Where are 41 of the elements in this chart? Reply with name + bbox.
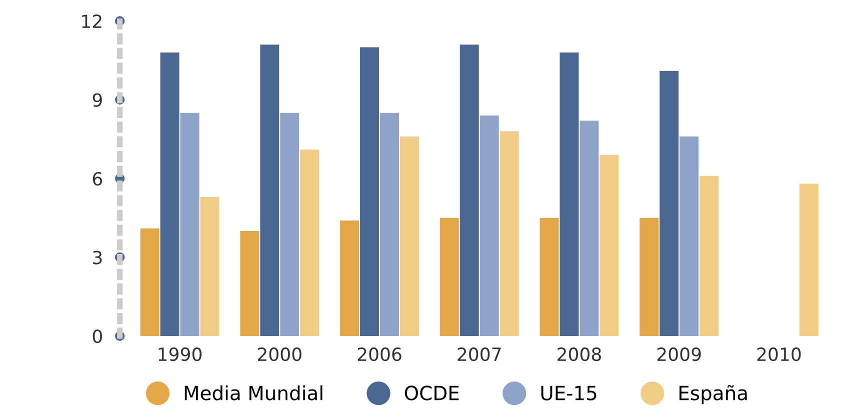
x-tick-label: 2000 xyxy=(258,347,302,362)
x-tick-label: 1990 xyxy=(158,347,202,362)
bar xyxy=(680,136,699,336)
bar xyxy=(640,218,659,336)
y-tick-label: 3 xyxy=(93,250,102,264)
x-tick-label: 2008 xyxy=(558,347,601,362)
x-tick-label: 2006 xyxy=(358,347,402,362)
bar xyxy=(360,47,379,336)
bar xyxy=(240,231,260,336)
bar xyxy=(380,112,399,336)
x-tick-label: 2007 xyxy=(458,347,501,362)
bar xyxy=(460,44,479,336)
legend-label: Media Mundial xyxy=(184,385,322,400)
bar xyxy=(540,218,559,336)
bar xyxy=(600,154,619,336)
x-tick-label: 2009 xyxy=(657,347,701,362)
bar xyxy=(160,52,180,336)
bar xyxy=(440,218,459,336)
x-tick-label: 2010 xyxy=(757,347,801,362)
legend-label: España xyxy=(680,385,747,404)
bar xyxy=(400,136,419,336)
y-tick-label: 6 xyxy=(92,172,102,186)
y-tick-label: 0 xyxy=(92,329,102,344)
bar xyxy=(660,70,679,336)
bar xyxy=(560,52,579,336)
y-tick-label: 9 xyxy=(92,93,102,107)
bar xyxy=(280,112,300,336)
bar xyxy=(200,196,220,336)
bar xyxy=(180,112,200,336)
bar xyxy=(300,150,320,336)
bar xyxy=(700,176,719,336)
bar xyxy=(140,228,160,336)
bar xyxy=(580,120,599,336)
bar xyxy=(799,184,818,336)
y-tick-label: 12 xyxy=(82,14,102,28)
bar xyxy=(340,220,360,336)
legend-label: OCDE xyxy=(404,386,459,400)
bar xyxy=(500,131,519,336)
legend-label: UE-15 xyxy=(541,386,596,400)
bar xyxy=(480,116,499,336)
bar xyxy=(260,44,280,336)
